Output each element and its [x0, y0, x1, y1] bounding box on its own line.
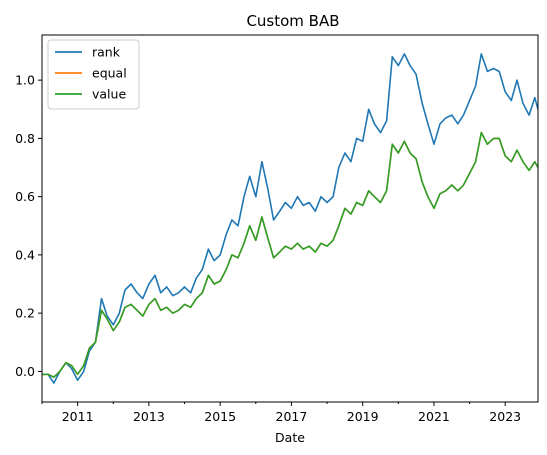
y-tick-label: 0.6 [15, 189, 35, 204]
x-tick-label: 2011 [62, 409, 94, 424]
legend-box [47, 39, 140, 110]
y-tick-label: 0.4 [15, 247, 35, 262]
series-line-value [42, 131, 538, 379]
y-tick-label: 0.8 [15, 131, 35, 146]
y-tick-label: 1.0 [15, 73, 35, 88]
x-axis-title: Date [275, 430, 305, 445]
plot-frame [41, 34, 539, 403]
x-axis: 2011 2013 2015 2017 2019 2021 2023 [41, 402, 521, 424]
x-tick-label: 2017 [276, 409, 308, 424]
legend-label-value: value [92, 87, 126, 102]
series-layer [42, 53, 538, 384]
y-tick-label: 0.2 [15, 306, 35, 321]
legend-label-rank: rank [92, 45, 121, 60]
series-line-rank [42, 53, 538, 384]
legend: rank equal value [47, 39, 140, 110]
x-tick-label: 2015 [204, 409, 236, 424]
legend-label-equal: equal [92, 66, 127, 81]
series-line-equal [42, 131, 538, 379]
x-tick-label: 2023 [489, 409, 521, 424]
x-tick-label: 2019 [347, 409, 379, 424]
x-tick-label: 2021 [418, 409, 450, 424]
y-axis: 0.0 0.2 0.4 0.6 0.8 1.0 [15, 73, 42, 379]
y-tick-label: 0.0 [15, 364, 35, 379]
chart-title: Custom BAB [246, 12, 339, 30]
plot-area [41, 34, 539, 403]
x-tick-label: 2013 [133, 409, 165, 424]
